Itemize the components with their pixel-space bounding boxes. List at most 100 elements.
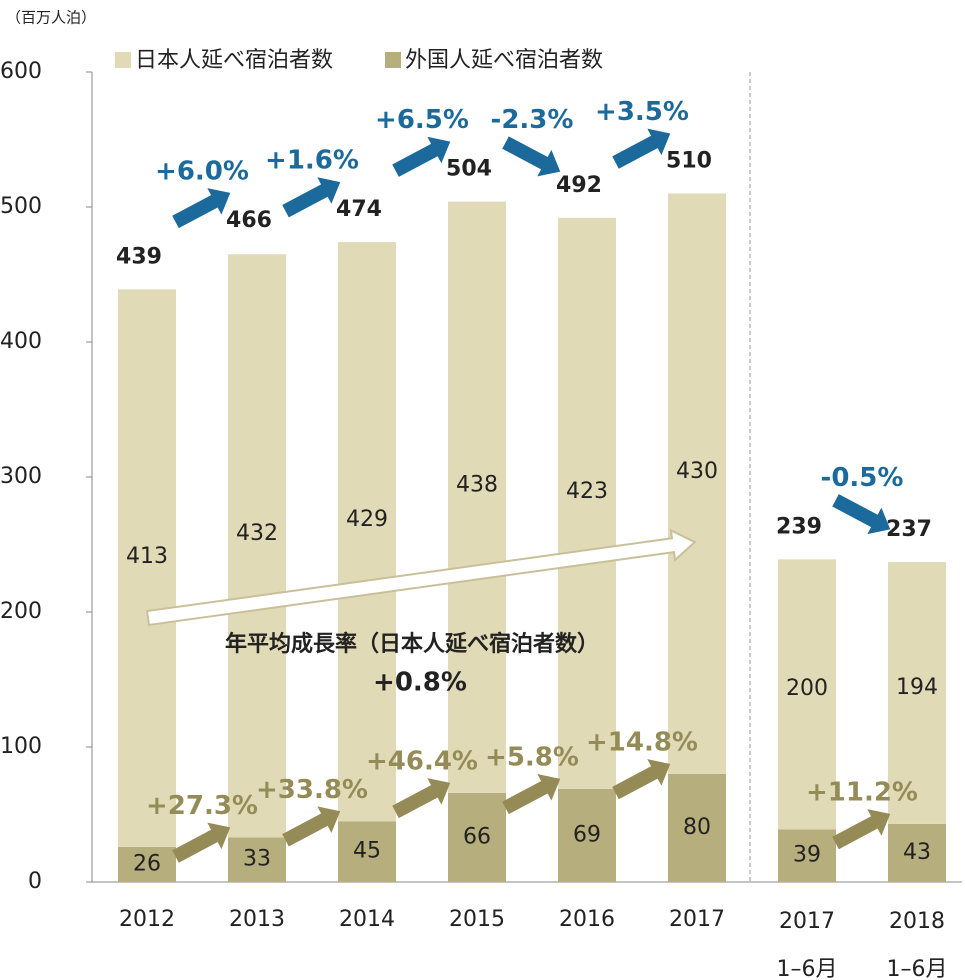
growth-arrow	[832, 809, 891, 850]
segment-label: 26	[133, 851, 161, 876]
y-tick-label: 100	[0, 734, 42, 759]
segment-label: 194	[896, 675, 938, 700]
arrow-shape	[612, 759, 671, 800]
arrow-shape	[145, 528, 697, 627]
cagr-title: 年平均成長率（日本人延べ宿泊者数）	[225, 631, 599, 657]
growth-arrow	[832, 494, 891, 535]
arrow-shape	[392, 136, 451, 177]
growth-arrow	[612, 759, 671, 800]
segment-label: 432	[236, 521, 278, 546]
bar-segment	[668, 774, 726, 882]
segment-label: 429	[346, 507, 388, 532]
total-label: 510	[666, 149, 712, 174]
bar-segment	[888, 562, 946, 824]
foreign-growth-label: +46.4%	[366, 746, 478, 776]
cagr-arrow	[145, 528, 697, 627]
bar-segment	[228, 837, 286, 882]
bar-segment	[448, 201, 506, 793]
legend-swatch	[115, 52, 131, 68]
growth-arrow	[172, 188, 231, 229]
foreign-growth-label: +33.8%	[256, 775, 368, 805]
growth-arrow	[392, 136, 451, 177]
foreign-growth-label: +11.2%	[806, 777, 918, 807]
arrow-shape	[172, 822, 231, 863]
y-tick-label: 600	[0, 59, 42, 84]
growth-arrow	[612, 128, 671, 169]
y-tick-label: 300	[0, 464, 42, 489]
total-label: 492	[556, 173, 602, 198]
arrow-shape	[282, 177, 341, 218]
bar-segment	[448, 792, 506, 882]
growth-arrow	[282, 806, 341, 847]
segment-label: 423	[566, 479, 608, 504]
total-label: 474	[336, 197, 382, 222]
y-tick-label: 0	[28, 869, 42, 894]
x-tick-label: 2012	[119, 907, 175, 932]
arrow-shape	[282, 806, 341, 847]
y-tick-label: 200	[0, 599, 42, 624]
arrow-shape	[832, 494, 891, 535]
bar-segment	[778, 829, 836, 882]
growth-arrow	[392, 778, 451, 819]
segment-label: 69	[573, 822, 601, 847]
legend-swatch	[385, 52, 401, 68]
segment-label: 66	[463, 824, 491, 849]
legend-label: 外国人延べ宿泊者数	[405, 48, 603, 73]
bar-segment	[338, 242, 396, 822]
segment-label: 45	[353, 839, 381, 864]
unit-label: （百万人泊）	[6, 9, 96, 27]
segment-label: 80	[683, 815, 711, 840]
total-growth-label: -0.5%	[821, 463, 904, 493]
growth-arrow	[502, 774, 561, 815]
arrow-shape	[392, 778, 451, 819]
segment-label: 200	[786, 676, 828, 701]
foreign-growth-label: +14.8%	[586, 728, 698, 758]
segment-label: 413	[126, 544, 168, 569]
foreign-growth-label: +5.8%	[485, 742, 579, 772]
total-label: 504	[446, 157, 492, 182]
cagr-value: +0.8%	[373, 668, 467, 698]
total-growth-label: +6.0%	[155, 156, 249, 186]
bar-segment	[668, 193, 726, 774]
total-label: 239	[776, 514, 822, 539]
legend-label: 日本人延べ宿泊者数	[135, 48, 333, 73]
arrow-shape	[612, 128, 671, 169]
x-tick-label: 2016	[559, 907, 615, 932]
bar-segment	[118, 846, 176, 882]
segment-label: 33	[243, 847, 271, 872]
foreign-growth-label: +27.3%	[146, 791, 258, 821]
growth-arrow	[172, 822, 231, 863]
total-label: 466	[226, 208, 272, 233]
bar-segment	[778, 559, 836, 830]
total-growth-label: +6.5%	[375, 105, 469, 135]
total-growth-label: -2.3%	[491, 105, 574, 135]
x-tick-label: 2017 1–6月	[777, 909, 838, 980]
arrow-shape	[502, 774, 561, 815]
bar-segment	[118, 289, 176, 847]
total-label: 439	[116, 244, 162, 269]
segment-label: 430	[676, 459, 718, 484]
growth-arrow	[502, 136, 561, 177]
x-tick-label: 2018 1–6月	[887, 909, 948, 980]
arrow-shape	[172, 188, 231, 229]
bar-segment	[558, 788, 616, 882]
y-tick-label: 500	[0, 194, 42, 219]
bar-segment	[558, 217, 616, 789]
total-growth-label: +1.6%	[265, 146, 359, 176]
bar-segment	[228, 254, 286, 838]
arrow-shape	[502, 136, 561, 177]
arrow-shape	[832, 809, 891, 850]
x-tick-label: 2015	[449, 907, 505, 932]
segment-label: 43	[903, 840, 931, 865]
total-growth-label: +3.5%	[595, 97, 689, 127]
segment-label: 438	[456, 472, 498, 497]
total-label: 237	[886, 517, 932, 542]
bar-segment	[888, 823, 946, 882]
x-tick-label: 2017	[669, 907, 725, 932]
x-tick-label: 2014	[339, 907, 395, 932]
growth-arrow	[282, 177, 341, 218]
segment-label: 39	[793, 843, 821, 868]
x-tick-label: 2013	[229, 907, 285, 932]
y-tick-label: 400	[0, 329, 42, 354]
